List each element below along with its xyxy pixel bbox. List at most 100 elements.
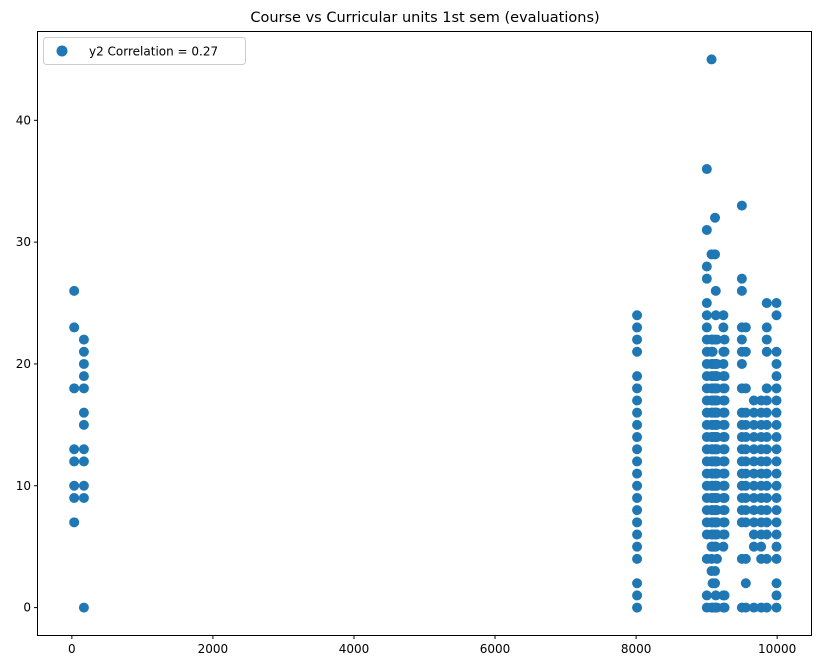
data-point (771, 590, 782, 601)
data-point (632, 505, 643, 516)
data-point (710, 310, 721, 321)
data-point (719, 346, 730, 357)
data-point (711, 553, 722, 564)
data-point (761, 602, 772, 613)
data-point (719, 334, 730, 345)
data-point (719, 371, 730, 382)
data-point (761, 432, 772, 443)
data-point (718, 322, 729, 333)
data-point (701, 261, 712, 272)
data-point (771, 505, 782, 516)
data-point (736, 358, 747, 369)
data-point (719, 407, 730, 418)
data-point (748, 432, 759, 443)
data-point (78, 419, 89, 430)
data-point (761, 468, 772, 479)
data-point (771, 553, 782, 564)
data-point (718, 541, 729, 552)
data-point (761, 517, 772, 528)
data-point (748, 602, 759, 613)
data-point (740, 505, 751, 516)
data-point (78, 492, 89, 503)
data-point (771, 480, 782, 491)
data-point (710, 541, 721, 552)
data-point (632, 529, 643, 540)
data-point (719, 432, 730, 443)
data-point (761, 407, 772, 418)
data-point (632, 444, 643, 455)
x-tick-label: 2000 (198, 642, 229, 656)
data-point (761, 395, 772, 406)
data-point (761, 456, 772, 467)
data-point (761, 346, 772, 357)
data-point (748, 480, 759, 491)
data-point (632, 371, 643, 382)
data-point (771, 456, 782, 467)
data-point (771, 578, 782, 589)
data-point (710, 566, 721, 577)
x-tick-label: 10000 (758, 642, 796, 656)
data-point (771, 358, 782, 369)
data-point (748, 492, 759, 503)
data-point (740, 407, 751, 418)
data-point (719, 602, 730, 613)
data-point (719, 444, 730, 455)
data-point (632, 541, 643, 552)
data-point (710, 590, 721, 601)
y-tick-label: 30 (16, 235, 31, 249)
data-point (771, 419, 782, 430)
data-point (78, 358, 89, 369)
data-point (632, 419, 643, 430)
data-point (740, 432, 751, 443)
data-point (701, 310, 712, 321)
data-point (632, 590, 643, 601)
data-point (632, 322, 643, 333)
data-point (736, 285, 747, 296)
data-point (719, 383, 730, 394)
x-tick-label: 0 (68, 642, 76, 656)
data-point (78, 383, 89, 394)
data-point (740, 322, 751, 333)
legend: y2 Correlation = 0.27 (43, 37, 246, 65)
data-point (736, 273, 747, 284)
data-point (701, 224, 712, 235)
data-point (736, 200, 747, 211)
data-point (78, 456, 89, 467)
data-point (748, 456, 759, 467)
data-point (771, 310, 782, 321)
data-point (740, 444, 751, 455)
data-point (756, 541, 767, 552)
data-point (69, 322, 80, 333)
data-point (632, 383, 643, 394)
legend-box (43, 37, 246, 65)
data-point (771, 529, 782, 540)
data-point (632, 334, 643, 345)
data-point (706, 54, 717, 65)
data-point (719, 492, 730, 503)
data-point (771, 432, 782, 443)
data-point (701, 322, 712, 333)
data-point (748, 505, 759, 516)
data-point (718, 310, 729, 321)
data-point (701, 590, 712, 601)
legend-label: y2 Correlation = 0.27 (89, 45, 218, 59)
data-point (632, 432, 643, 443)
y-tick-label: 20 (16, 357, 31, 371)
data-point (771, 407, 782, 418)
legend-marker (56, 45, 68, 57)
data-point (761, 505, 772, 516)
data-point (740, 468, 751, 479)
data-point (632, 602, 643, 613)
data-point (761, 419, 772, 430)
data-point (632, 492, 643, 503)
data-point (632, 407, 643, 418)
data-point (771, 395, 782, 406)
data-point (761, 383, 772, 394)
data-point (740, 456, 751, 467)
data-point (761, 334, 772, 345)
data-point (711, 334, 722, 345)
data-points (69, 54, 782, 613)
data-point (69, 383, 80, 394)
data-point (78, 334, 89, 345)
data-point (771, 383, 782, 394)
